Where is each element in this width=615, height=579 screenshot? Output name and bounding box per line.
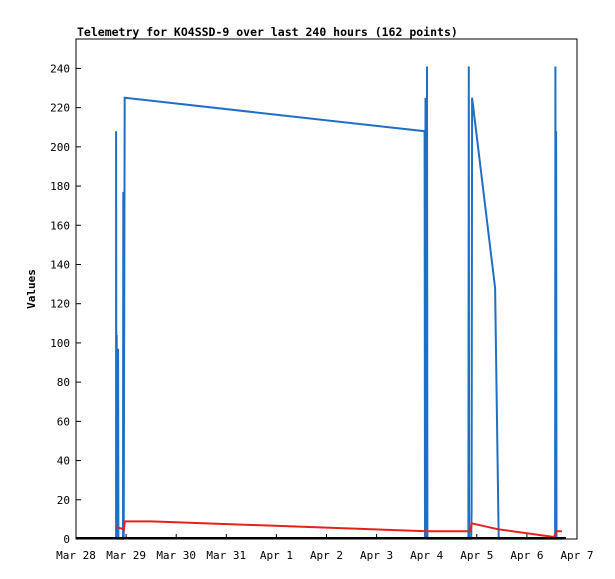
y-tick-label: 100 — [50, 337, 70, 350]
y-tick-label: 0 — [63, 533, 70, 546]
y-tick-label: 20 — [57, 494, 70, 507]
x-tick-label: Mar 31 — [206, 549, 246, 562]
x-tick-label: Mar 30 — [156, 549, 196, 562]
y-tick-label: 120 — [50, 298, 70, 311]
x-tick-label: Apr 4 — [410, 549, 443, 562]
y-tick-label: 60 — [57, 415, 70, 428]
y-axis-ticks: 0 20 40 60 80 100 120 140 160 180 200 220 240 — [50, 62, 81, 546]
x-axis-ticks: Mar 28 Mar 29 Mar 30 Mar 31 Apr 1 Apr 2 Apr 3 A… — [56, 534, 594, 562]
y-tick-label: 180 — [50, 180, 70, 193]
y-tick-label: 200 — [50, 141, 70, 154]
x-tick-label: Apr 3 — [360, 549, 393, 562]
y-tick-label: 80 — [57, 376, 70, 389]
x-tick-label: Apr 7 — [560, 549, 593, 562]
y-tick-label: 140 — [50, 258, 70, 271]
x-tick-label: Apr 2 — [310, 549, 343, 562]
y-tick-label: 240 — [50, 62, 70, 75]
y-axis-label: Values — [25, 269, 38, 309]
x-tick-label: Mar 28 — [56, 549, 96, 562]
y-tick-label: 220 — [50, 102, 70, 115]
x-tick-label: Mar 29 — [106, 549, 146, 562]
x-tick-label: Apr 1 — [260, 549, 293, 562]
x-tick-label: Apr 5 — [460, 549, 493, 562]
series-line-2 — [115, 520, 562, 539]
x-tick-label: Apr 6 — [510, 549, 543, 562]
chart-title: Telemetry for KO4SSD-9 over last 240 hou… — [77, 25, 458, 39]
y-tick-label: 40 — [57, 455, 70, 468]
y-tick-label: 160 — [50, 219, 70, 232]
